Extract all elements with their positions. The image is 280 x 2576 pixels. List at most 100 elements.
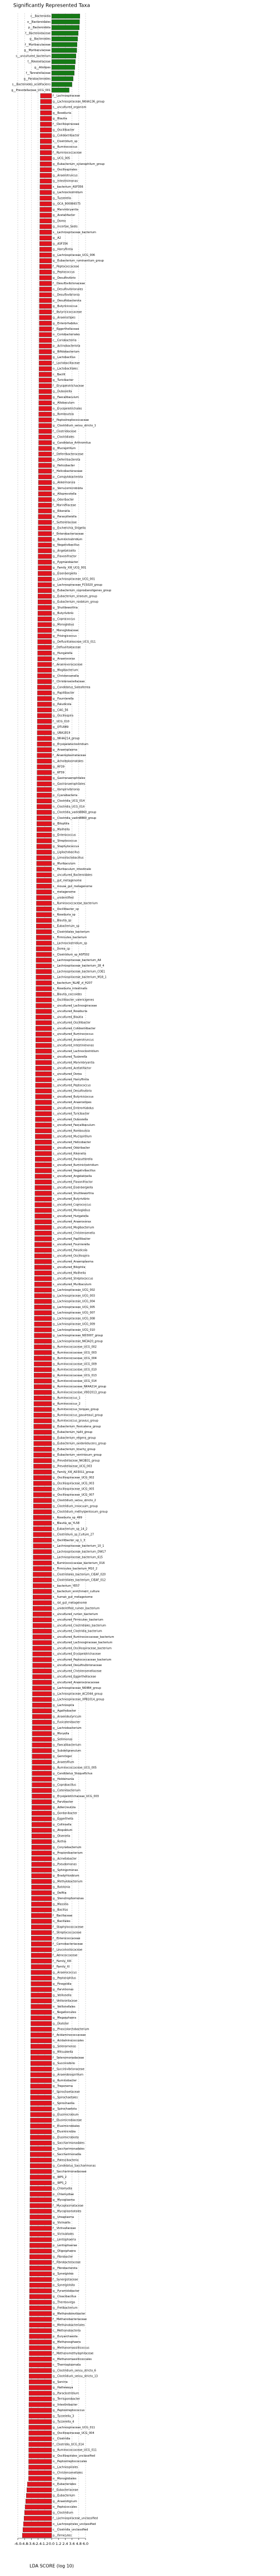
taxon-label: g__Desulfovibrio <box>53 276 76 280</box>
taxon-label: s__Lachnospiraceae_bacterium_M18_1 <box>53 976 107 979</box>
bar <box>33 1481 52 1486</box>
bar <box>33 1583 52 1588</box>
taxon-label: g__Anaerobiospirillum <box>53 2074 83 2077</box>
taxon-label: g__ASF356 <box>53 242 68 245</box>
taxon-label: g__Shuttleworthia <box>53 606 78 610</box>
bar <box>39 207 52 212</box>
taxon-label: s__uncultured_Erysipelotrichaceae <box>53 1653 101 1656</box>
bar <box>36 907 52 912</box>
bar <box>34 1270 52 1276</box>
taxon-label: g__Prevotellaceae_UCG_001 <box>11 89 51 92</box>
bar <box>31 2015 52 2021</box>
bar <box>51 48 77 53</box>
taxon-label: s__uncultured_Tuzzerella <box>53 1055 87 1059</box>
taxon-label: s__uncultured_Helicobacter <box>53 1141 92 1144</box>
taxon-label: f__Carnobacteriaceae <box>53 1943 83 1946</box>
taxon-label: g__Allobaculum <box>53 401 74 405</box>
taxon-label: s__Roseburia_intestinalis <box>53 987 88 990</box>
bar <box>32 1828 52 1833</box>
bar <box>33 1515 52 1520</box>
taxon-label: g__Lachnospiraceae_UCG_009 <box>53 1323 95 1326</box>
taxon-label: o__RF39 <box>53 771 64 774</box>
bar <box>28 2419 52 2424</box>
bar <box>33 1509 52 1515</box>
bar <box>34 1196 52 1202</box>
taxon-label: f__Victivallaceae <box>53 2227 76 2230</box>
bar <box>33 1470 52 1475</box>
taxon-label: g__Treponema <box>53 2085 73 2088</box>
taxon-label: g__Muribaculum <box>53 862 76 866</box>
bar <box>34 1293 52 1299</box>
bar <box>27 2487 52 2493</box>
bar <box>29 2385 52 2390</box>
bar <box>29 2191 52 2197</box>
taxon-label: g__Ruminococcaceae_V9D2013_group <box>53 1391 106 1394</box>
bar <box>35 1100 52 1105</box>
taxon-label: p__Lentisphaerae <box>53 2244 77 2247</box>
bar <box>51 82 72 87</box>
taxon-label: g__Colidextribacter <box>53 134 80 138</box>
bar <box>31 2026 52 2032</box>
bar <box>38 423 52 428</box>
taxon-label: c__Elusimicrobia <box>53 2130 76 2134</box>
taxon-label: g__Tyzzerella_3 <box>53 2414 74 2418</box>
taxon-label: g__Eubacterium_nodatum_group <box>53 601 98 604</box>
bar <box>25 2504 52 2509</box>
bar <box>36 992 52 997</box>
taxon-label: p__Bacteroidota <box>28 26 51 29</box>
bar <box>38 457 52 462</box>
bar <box>51 87 69 93</box>
bar <box>31 1993 52 1998</box>
bar <box>33 1384 52 1390</box>
taxon-label: g__Clostridium_sensu_stricto_2 <box>53 1499 96 1502</box>
bar <box>38 531 52 536</box>
bar <box>28 2442 52 2447</box>
bar <box>33 1412 52 1418</box>
bar <box>32 1668 52 1674</box>
taxon-label: c__Desulfovibrionia <box>53 294 79 297</box>
taxon-label: g__Coprococcus <box>53 617 75 621</box>
bar <box>28 2459 52 2464</box>
taxon-label: f__Fibrobacteraceae <box>53 2261 81 2265</box>
bar <box>34 1253 52 1259</box>
bar <box>31 1998 52 2004</box>
taxon-label: f__Methanomethylophilaceae <box>53 2352 93 2356</box>
bar <box>40 110 52 115</box>
bar <box>36 1037 52 1043</box>
taxon-label: g__Lachnospiraceae_UCG_002 <box>53 1289 95 1292</box>
taxon-label: f__Clostridia_UCG_014 <box>53 2443 84 2446</box>
bar <box>33 1486 52 1492</box>
taxon-label: o__Spirochaetales <box>53 2096 78 2100</box>
bar <box>31 1953 52 1958</box>
bar <box>39 258 52 263</box>
taxon-label: s__bacterium_enrichment_culture <box>53 1590 99 1593</box>
taxon-label: f__Sutterellaceae <box>53 521 77 524</box>
taxon-label: g__Lachnospiraceae_NK3A20_group <box>53 1340 103 1343</box>
bar <box>35 1049 52 1054</box>
bar <box>37 639 52 645</box>
bar <box>36 1003 52 1008</box>
taxon-label: g__Methanosphaera <box>53 2341 81 2344</box>
bar <box>36 849 52 855</box>
bar <box>38 469 52 474</box>
bar <box>27 2482 52 2487</box>
bar <box>36 844 52 849</box>
taxon-label: g__Ruminococcus_gauvreauii_group <box>53 1413 103 1417</box>
bar <box>40 93 52 98</box>
taxon-label: g__Ruminococcus_1 <box>53 1397 81 1400</box>
taxon-label: g__Ralstonia <box>53 1886 70 1889</box>
taxon-label: f__Desulfovibrionaceae <box>53 282 85 285</box>
x-tick-label: 6.0 <box>83 2542 88 2546</box>
bar <box>36 855 52 861</box>
taxon-label: g__Eubacterium_hallii_group <box>53 1431 92 1434</box>
bar <box>40 144 52 150</box>
taxon-label: g__Marvinbryantia <box>53 208 78 212</box>
taxon-label: s__Bacteroides_acidifaciens <box>12 83 51 87</box>
bar <box>34 1321 52 1327</box>
taxon-label: f__Saccharimonadaceae <box>53 2170 87 2174</box>
bar <box>31 1919 52 1924</box>
taxon-label: g__Escherichia_Shigella <box>53 527 86 530</box>
bar <box>37 764 52 769</box>
taxon-label: s__uncultured_Bacteroidales <box>53 873 92 877</box>
taxon-label: s__uncultured_Roseburia <box>53 1010 87 1013</box>
